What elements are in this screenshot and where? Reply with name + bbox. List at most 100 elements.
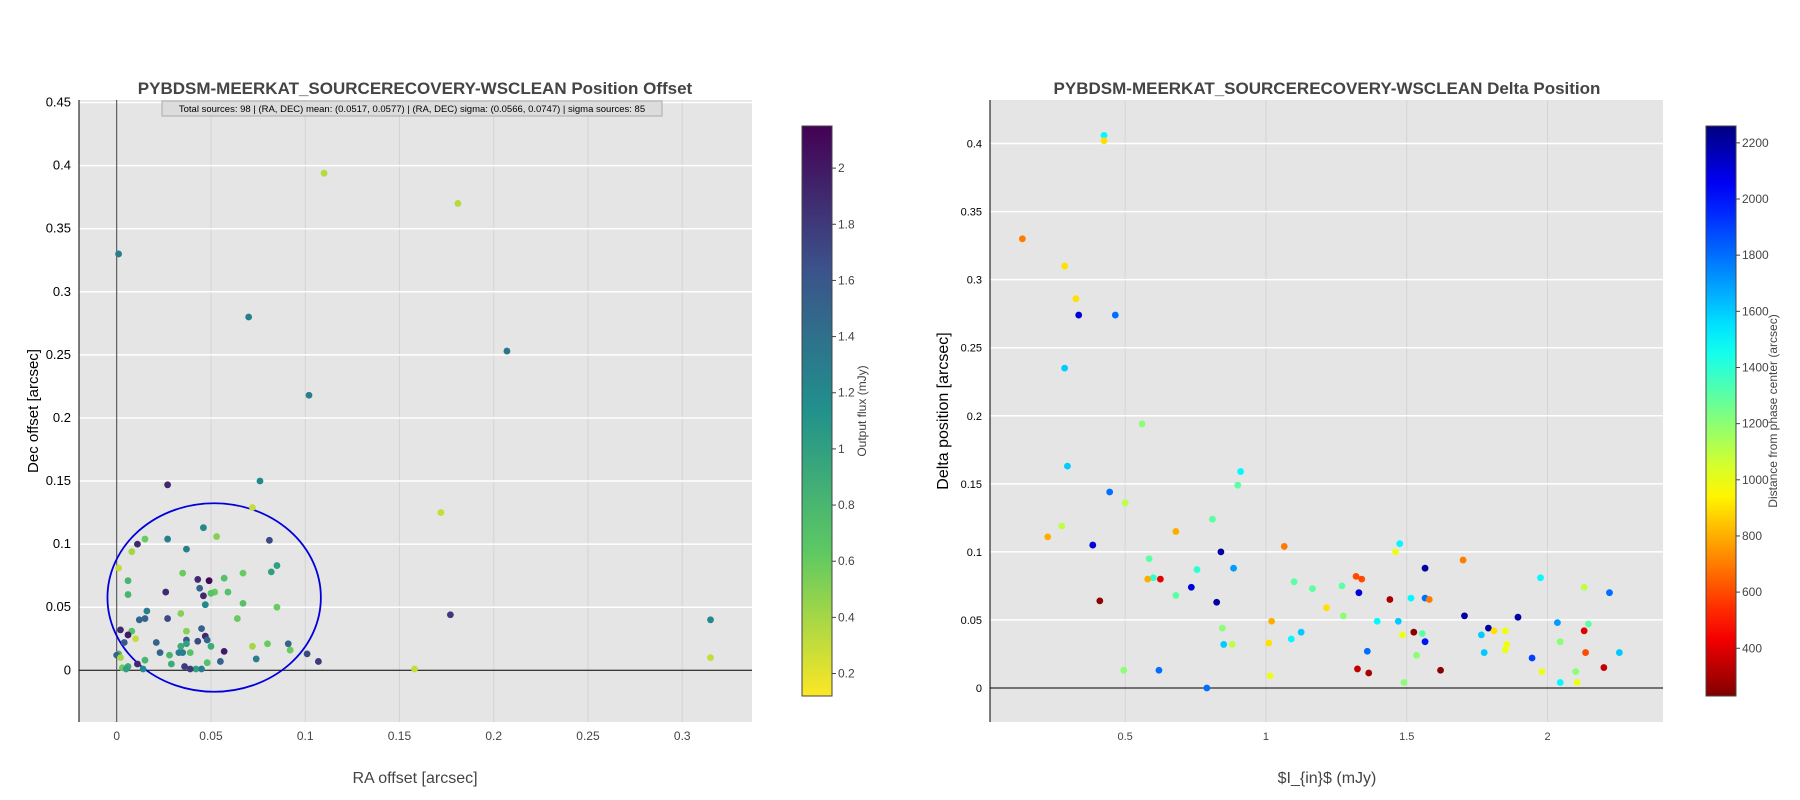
scatter-point xyxy=(1044,533,1052,541)
scatter-point xyxy=(1290,578,1298,586)
scatter-point xyxy=(1421,638,1429,646)
scatter-point xyxy=(1138,420,1146,428)
left-plot-area[interactable] xyxy=(79,100,752,722)
scatter-point xyxy=(1556,679,1564,686)
colorbar-tick-label: 1.4 xyxy=(838,330,855,344)
y-tick-label: 0.25 xyxy=(46,347,71,362)
right-chart-title: PYBDSM-MEERKAT_SOURCERECOVERY-WSCLEAN De… xyxy=(1054,79,1601,98)
scatter-point xyxy=(1615,649,1623,656)
scatter-point xyxy=(1218,624,1226,632)
scatter-point xyxy=(1399,631,1406,639)
scatter-point xyxy=(1156,575,1164,583)
y-tick-label: 0.1 xyxy=(53,536,71,551)
scatter-point xyxy=(249,504,256,511)
left-y-axis-label: Dec offset [arcsec] xyxy=(25,349,42,473)
scatter-point xyxy=(1018,235,1026,243)
scatter-point xyxy=(216,658,224,665)
scatter-point xyxy=(196,584,204,592)
scatter-point xyxy=(707,616,714,624)
scatter-point xyxy=(1287,635,1295,643)
scatter-point xyxy=(267,568,275,576)
scatter-point xyxy=(1410,628,1418,636)
scatter-point xyxy=(177,610,185,617)
scatter-point xyxy=(139,665,147,673)
x-tick-label: 0.1 xyxy=(297,729,314,743)
scatter-point xyxy=(141,615,149,622)
scatter-point xyxy=(273,603,281,611)
scatter-point xyxy=(1606,589,1613,597)
scatter-point xyxy=(164,615,172,622)
scatter-point xyxy=(186,665,194,673)
scatter-point xyxy=(1149,574,1157,582)
scatter-point xyxy=(1425,596,1433,603)
scatter-point xyxy=(411,665,418,673)
scatter-point xyxy=(266,536,273,544)
left-colorbar xyxy=(801,125,833,697)
scatter-point xyxy=(1355,589,1363,597)
scatter-point xyxy=(303,650,311,658)
right-colorbar xyxy=(1705,125,1737,697)
scatter-point xyxy=(1537,574,1544,582)
left-colorbar-title: Output flux (mJy) xyxy=(855,365,869,456)
right-axes: 0.5 1 1.5 2 0 0.05 0.1 0.15 0.2 0.25 0.3 0.35 0.4 xyxy=(961,100,1663,743)
scatter-point xyxy=(1203,684,1211,692)
scatter-point xyxy=(186,649,194,657)
scatter-point xyxy=(162,588,170,596)
right-y-axis-label: Delta position [arcsec] xyxy=(935,332,952,489)
x-tick-label: 0.15 xyxy=(388,729,412,743)
scatter-point xyxy=(115,564,122,572)
y-tick-label: 0.2 xyxy=(53,410,71,425)
scatter-point xyxy=(124,591,132,598)
scatter-point xyxy=(198,625,205,633)
x-tick-label: 0.05 xyxy=(199,729,223,743)
scatter-point xyxy=(1268,617,1275,625)
right-plot-area[interactable] xyxy=(990,100,1663,722)
scatter-point xyxy=(115,250,122,258)
scatter-point xyxy=(1418,630,1426,637)
y-tick-label: 0.15 xyxy=(961,479,982,491)
y-tick-label: 0.3 xyxy=(53,284,71,299)
scatter-point xyxy=(183,640,190,648)
scatter-point xyxy=(1580,583,1588,591)
scatter-point xyxy=(1480,649,1488,656)
scatter-point xyxy=(164,535,172,543)
scatter-point xyxy=(167,660,175,668)
scatter-point xyxy=(134,540,141,548)
y-tick-label: 0.4 xyxy=(967,139,982,151)
right-grid xyxy=(990,100,1663,722)
scatter-point xyxy=(1339,612,1347,620)
scatter-point xyxy=(200,524,207,532)
colorbar-tick-label: 1600 xyxy=(1742,304,1769,318)
scatter-point xyxy=(1554,619,1561,627)
scatter-point xyxy=(1461,612,1468,620)
scatter-point xyxy=(1363,647,1371,655)
scatter-point xyxy=(1209,515,1216,523)
scatter-point xyxy=(1572,668,1580,676)
right-points xyxy=(1018,131,1623,692)
scatter-point xyxy=(245,313,253,321)
scatter-point xyxy=(1280,543,1288,550)
x-tick-label: 1.5 xyxy=(1399,731,1414,743)
colorbar-tick-label: 2 xyxy=(838,161,845,175)
scatter-point xyxy=(1220,641,1228,648)
scatter-point xyxy=(200,592,207,600)
colorbar-tick-label: 1.2 xyxy=(838,386,855,400)
colorbar-tick-label: 1 xyxy=(838,442,845,456)
scatter-point xyxy=(1373,617,1381,625)
y-tick-label: 0.4 xyxy=(53,158,71,173)
scatter-point xyxy=(194,576,202,583)
scatter-point xyxy=(1503,641,1511,648)
scatter-point xyxy=(305,391,313,399)
scatter-point xyxy=(264,640,271,648)
scatter-point xyxy=(1172,528,1180,535)
scatter-point xyxy=(1064,462,1071,470)
x-tick-label: 0.5 xyxy=(1118,731,1133,743)
right-colorbar-ticks: 400 600 800 1000 1200 1400 1600 1800 2000 2200 xyxy=(1736,136,1769,655)
scatter-point xyxy=(320,169,328,177)
colorbar-tick-label: 1.6 xyxy=(838,273,855,287)
colorbar-tick-label: 800 xyxy=(1742,529,1762,543)
scatter-point xyxy=(1075,311,1083,319)
y-tick-label: 0.05 xyxy=(46,599,71,614)
scatter-point xyxy=(1144,575,1152,583)
